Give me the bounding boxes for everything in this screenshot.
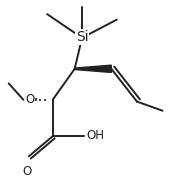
Polygon shape	[75, 65, 111, 73]
Text: O: O	[25, 93, 34, 106]
Text: OH: OH	[87, 129, 105, 142]
Text: Si: Si	[76, 30, 88, 44]
Text: O: O	[23, 165, 32, 178]
